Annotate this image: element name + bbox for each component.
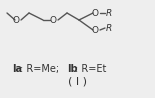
Text: R: R xyxy=(106,24,112,33)
Text: : R=Me;: : R=Me; xyxy=(20,64,62,74)
Text: R: R xyxy=(106,9,112,18)
Text: O: O xyxy=(13,15,20,24)
Text: Ib: Ib xyxy=(67,64,78,74)
Text: ( I ): ( I ) xyxy=(67,77,86,87)
Text: O: O xyxy=(49,15,57,24)
Text: Ia: Ia xyxy=(12,64,22,74)
Text: : R=Et: : R=Et xyxy=(75,64,106,74)
Text: O: O xyxy=(91,25,98,34)
Text: O: O xyxy=(91,9,98,18)
